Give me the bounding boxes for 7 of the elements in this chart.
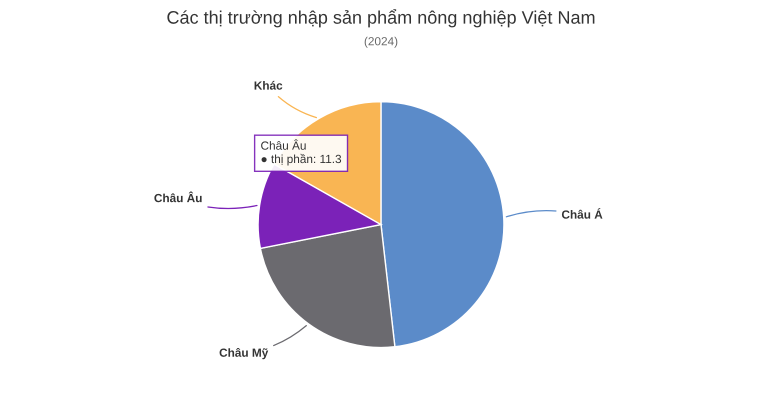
chart-title: Các thị trường nhập sản phẩm nông nghiệp Việt Nam <box>167 9 594 28</box>
text: Châu Âu ● thị phần: 11.3 <box>261 139 342 166</box>
slice-label: Châu Âu <box>154 192 202 202</box>
slice-label: Khác <box>254 80 282 90</box>
slice-label: Châu Á <box>562 208 602 219</box>
chart-subtitle: (2024) <box>364 36 398 48</box>
slice-label: Châu Mỹ <box>220 348 268 360</box>
